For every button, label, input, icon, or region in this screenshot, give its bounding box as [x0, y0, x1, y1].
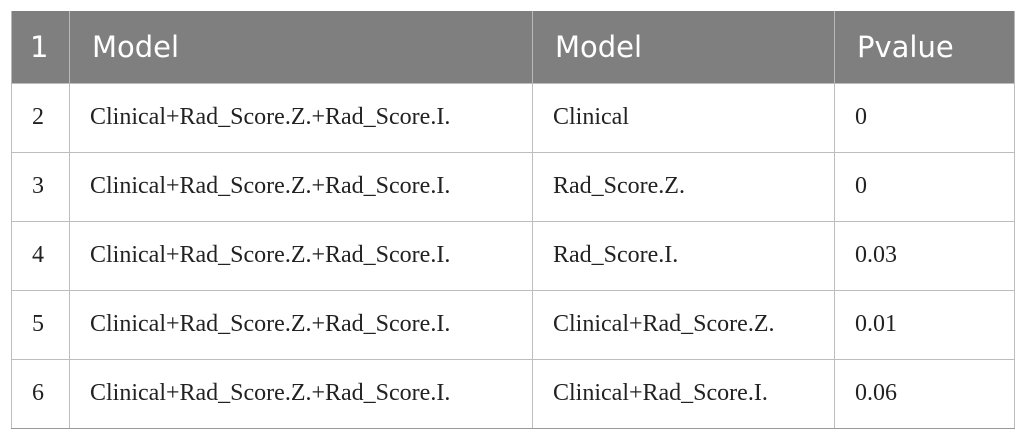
header-model-a: Model [69, 11, 533, 83]
model-comparison-table-container: 1 Model Model Pvalue 2 Clinical+Rad_Scor… [11, 11, 1015, 429]
row-index: 2 [11, 82, 70, 153]
cell-model-b: Clinical+Rad_Score.Z. [532, 289, 835, 360]
header-model-b: Model [532, 11, 835, 83]
cell-model-a: Clinical+Rad_Score.Z.+Rad_Score.I. [69, 358, 533, 429]
cell-pvalue: 0.06 [834, 358, 1015, 429]
cell-pvalue: 0.03 [834, 220, 1015, 291]
cell-pvalue: 0 [834, 151, 1015, 222]
header-index: 1 [11, 11, 70, 83]
table-row: 5 Clinical+Rad_Score.Z.+Rad_Score.I. Cli… [11, 289, 1015, 360]
cell-model-a: Clinical+Rad_Score.Z.+Rad_Score.I. [69, 289, 533, 360]
model-comparison-table: 1 Model Model Pvalue 2 Clinical+Rad_Scor… [11, 11, 1015, 429]
cell-model-b: Clinical [532, 82, 835, 153]
row-index: 3 [11, 151, 70, 222]
cell-model-b: Clinical+Rad_Score.I. [532, 358, 835, 429]
table-header-row: 1 Model Model Pvalue [11, 11, 1015, 83]
table-row: 3 Clinical+Rad_Score.Z.+Rad_Score.I. Rad… [11, 151, 1015, 222]
cell-pvalue: 0 [834, 82, 1015, 153]
cell-model-a: Clinical+Rad_Score.Z.+Rad_Score.I. [69, 220, 533, 291]
cell-model-b: Rad_Score.Z. [532, 151, 835, 222]
header-pvalue: Pvalue [834, 11, 1015, 83]
cell-model-a: Clinical+Rad_Score.Z.+Rad_Score.I. [69, 82, 533, 153]
cell-model-a: Clinical+Rad_Score.Z.+Rad_Score.I. [69, 151, 533, 222]
table-row: 6 Clinical+Rad_Score.Z.+Rad_Score.I. Cli… [11, 358, 1015, 429]
row-index: 5 [11, 289, 70, 360]
row-index: 4 [11, 220, 70, 291]
row-index: 6 [11, 358, 70, 429]
table-row: 2 Clinical+Rad_Score.Z.+Rad_Score.I. Cli… [11, 82, 1015, 153]
table-row: 4 Clinical+Rad_Score.Z.+Rad_Score.I. Rad… [11, 220, 1015, 291]
cell-pvalue: 0.01 [834, 289, 1015, 360]
cell-model-b: Rad_Score.I. [532, 220, 835, 291]
